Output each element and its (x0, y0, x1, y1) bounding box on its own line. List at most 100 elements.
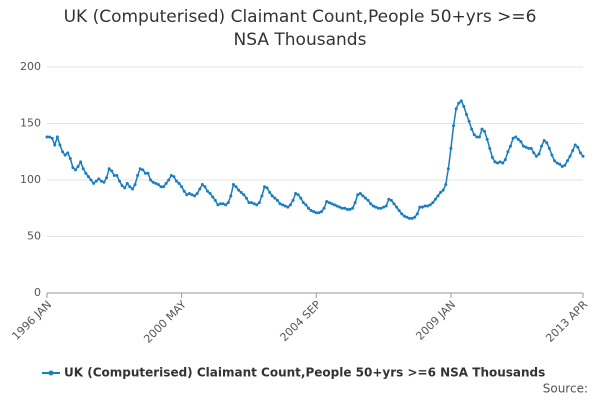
point (485, 137, 489, 141)
point (428, 203, 432, 207)
point (143, 171, 147, 175)
point (275, 198, 279, 202)
point (436, 194, 440, 198)
point (449, 146, 453, 150)
point (376, 206, 380, 210)
point (149, 178, 153, 182)
point (162, 185, 166, 189)
point (452, 124, 456, 128)
point (532, 151, 536, 155)
point (402, 214, 406, 218)
point (457, 101, 461, 105)
point (250, 201, 254, 205)
point (361, 194, 365, 198)
point (146, 171, 150, 175)
point (413, 215, 417, 219)
source: Source: (543, 382, 588, 396)
legend-label: UK (Computerised) Claimant Count,People … (64, 366, 545, 380)
point (317, 211, 321, 215)
y-tick-label: 100 (20, 173, 41, 186)
point (490, 155, 494, 159)
point (89, 178, 93, 182)
point (506, 150, 510, 154)
point (483, 129, 487, 133)
point (128, 185, 132, 189)
point (392, 202, 396, 206)
point (571, 149, 575, 153)
point (159, 185, 163, 189)
y-tick-label: 50 (27, 230, 41, 243)
point (125, 181, 129, 185)
point (358, 192, 362, 196)
point (195, 192, 199, 196)
y-tick-label: 0 (34, 286, 41, 299)
point (480, 127, 484, 131)
point (294, 192, 298, 196)
point (58, 143, 62, 147)
point (470, 127, 474, 131)
point (527, 146, 531, 150)
point (439, 190, 443, 194)
point (200, 183, 204, 187)
point (247, 201, 251, 205)
point (133, 183, 137, 187)
point (568, 154, 572, 158)
point (343, 206, 347, 210)
point (73, 168, 77, 172)
point (431, 201, 435, 205)
point (464, 112, 468, 116)
point (252, 202, 256, 206)
point (260, 194, 264, 198)
point (182, 189, 186, 193)
point (198, 187, 202, 191)
point (573, 143, 577, 147)
x-tick-label: 2000 MAY (141, 298, 189, 346)
point (79, 160, 83, 164)
point (371, 204, 375, 208)
point (475, 135, 479, 139)
y-tick-label: 200 (20, 60, 41, 73)
point (496, 161, 500, 165)
point (48, 135, 52, 139)
point (498, 160, 502, 164)
point (138, 167, 142, 171)
point (190, 193, 194, 197)
point (307, 206, 311, 210)
point (405, 215, 409, 219)
point (224, 203, 228, 207)
point (488, 146, 492, 150)
point (167, 178, 171, 182)
point (136, 173, 140, 177)
point (231, 183, 235, 187)
point (97, 177, 101, 181)
chart-title: UK (Computerised) Claimant Count,People … (64, 7, 537, 27)
point (514, 135, 518, 139)
point (545, 141, 549, 145)
point (206, 189, 210, 193)
point (553, 159, 557, 163)
point (319, 210, 323, 214)
point (558, 162, 562, 166)
point (99, 179, 103, 183)
point (446, 167, 450, 171)
x-tick-label: 1996 JAN (9, 298, 54, 343)
point (348, 207, 352, 211)
point (208, 192, 212, 196)
point (503, 158, 507, 162)
point (423, 204, 427, 208)
point (118, 179, 122, 183)
point (213, 198, 217, 202)
point (239, 190, 243, 194)
point (477, 135, 481, 139)
point (363, 196, 367, 200)
point (203, 185, 207, 189)
point (278, 202, 282, 206)
point (408, 216, 412, 220)
point (501, 161, 505, 165)
point (540, 144, 544, 148)
point (418, 205, 422, 209)
point (286, 205, 290, 209)
point (389, 198, 393, 202)
point (351, 206, 355, 210)
